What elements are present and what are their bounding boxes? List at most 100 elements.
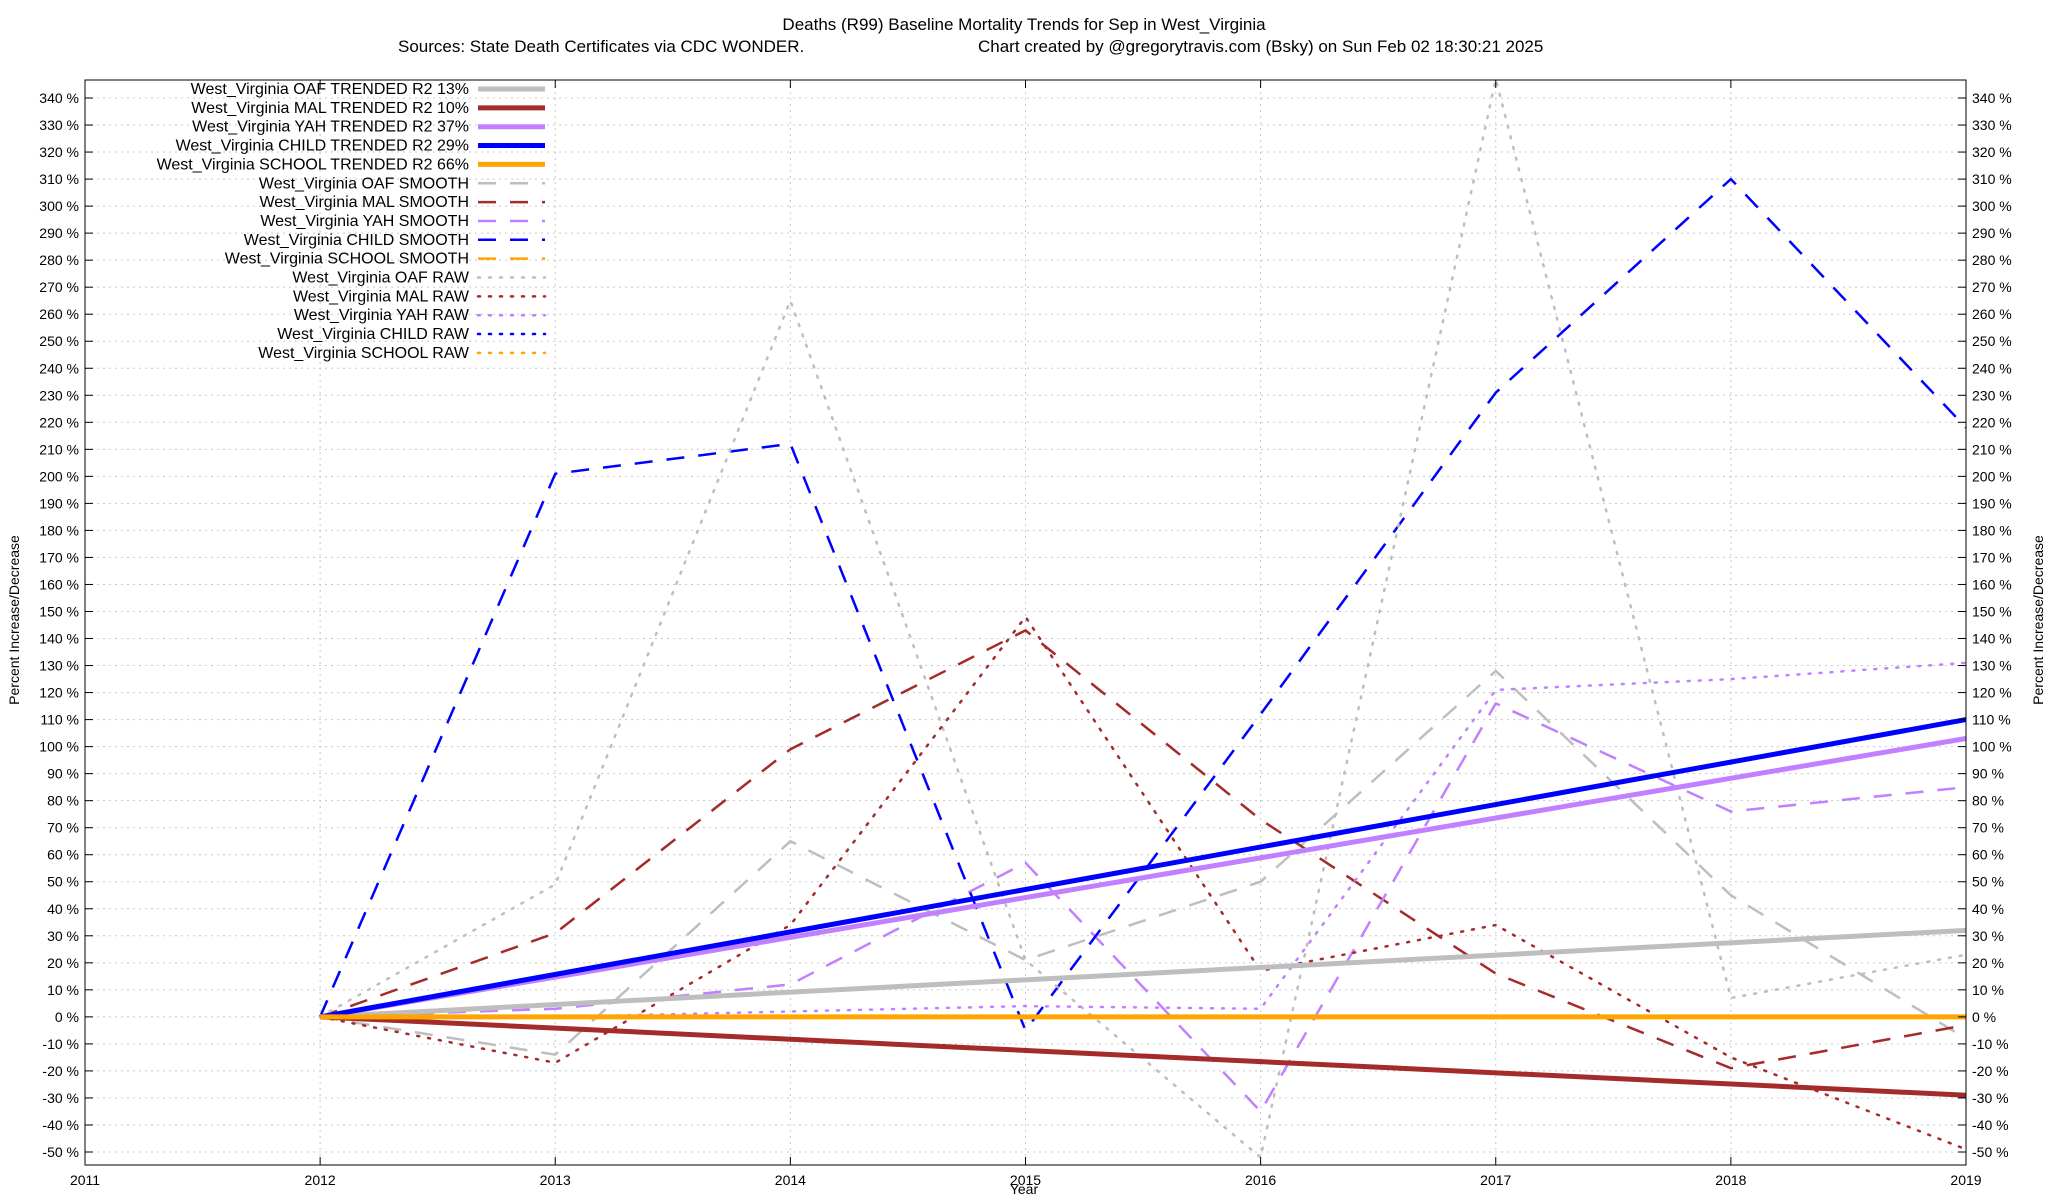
series-line-west-virginia-oaf-raw	[318, 77, 1968, 1159]
y-tick-label-left: 180 %	[39, 522, 79, 538]
chart-title: Deaths (R99) Baseline Mortality Trends f…	[782, 15, 1266, 34]
y-axis-label-right: Percent Increase/Decrease	[2030, 535, 2046, 705]
y-tick-label-right: 140 %	[1972, 631, 2012, 647]
x-tick-label: 2014	[775, 1172, 806, 1188]
legend-label: West_Virginia YAH TRENDED R2 37%	[192, 119, 469, 136]
x-tick-label: 2013	[540, 1172, 571, 1188]
y-tick-label-left: 10 %	[47, 982, 79, 998]
y-tick-label-left: 200 %	[39, 468, 79, 484]
y-tick-label-left: 40 %	[47, 901, 79, 917]
y-tick-label-left: 250 %	[39, 333, 79, 349]
y-tick-label-right: 230 %	[1972, 387, 2012, 403]
y-tick-label-left: 240 %	[39, 360, 79, 376]
y-tick-label-left: 270 %	[39, 279, 79, 295]
y-tick-label-right: 320 %	[1972, 144, 2012, 160]
x-tick-label: 2016	[1245, 1172, 1276, 1188]
y-tick-label-right: 250 %	[1972, 333, 2012, 349]
y-tick-label-right: 200 %	[1972, 468, 2012, 484]
y-tick-label-right: -40 %	[1972, 1117, 2009, 1133]
y-tick-label-right: 210 %	[1972, 441, 2012, 457]
y-tick-label-right: 290 %	[1972, 225, 2012, 241]
x-axis-label: Year	[1010, 1181, 1039, 1197]
legend-label: West_Virginia SCHOOL SMOOTH	[225, 251, 469, 268]
series-line-west-virginia-child-trended-r2-29	[319, 717, 1967, 1020]
x-tick-label: 2012	[305, 1172, 336, 1188]
y-tick-label-right: 340 %	[1972, 90, 2012, 106]
y-tick-label-right: 160 %	[1972, 576, 2012, 592]
y-tick-label-right: -10 %	[1972, 1036, 2009, 1052]
plot-area	[318, 77, 1968, 1159]
y-tick-label-right: 150 %	[1972, 603, 2012, 619]
y-tick-label-right: 270 %	[1972, 279, 2012, 295]
x-tick-label: 2017	[1480, 1172, 1511, 1188]
y-tick-label-right: 110 %	[1972, 712, 2011, 728]
y-tick-label-left: 230 %	[39, 387, 79, 403]
y-tick-label-right: 330 %	[1972, 117, 2012, 133]
y-tick-label-right: 120 %	[1972, 685, 2012, 701]
y-tick-label-right: 240 %	[1972, 360, 2012, 376]
legend-label: West_Virginia MAL RAW	[293, 288, 470, 305]
y-tick-label-left: 280 %	[39, 252, 79, 268]
y-tick-label-left: 0 %	[55, 1009, 79, 1025]
y-tick-label-right: 10 %	[1972, 982, 2004, 998]
y-tick-label-right: 40 %	[1972, 901, 2004, 917]
legend-label: West_Virginia OAF SMOOTH	[259, 175, 469, 192]
legend-label: West_Virginia CHILD TRENDED R2 29%	[176, 138, 469, 155]
legend-label: West_Virginia YAH SMOOTH	[260, 213, 469, 230]
y-tick-label-right: 60 %	[1972, 847, 2004, 863]
y-tick-label-left: -10 %	[42, 1036, 79, 1052]
y-tick-label-left: 130 %	[39, 658, 79, 674]
y-tick-label-left: -40 %	[42, 1117, 79, 1133]
y-tick-label-left: 120 %	[39, 685, 79, 701]
y-tick-label-right: 70 %	[1972, 820, 2004, 836]
y-tick-label-right: 80 %	[1972, 793, 2004, 809]
y-tick-label-right: 100 %	[1972, 739, 2012, 755]
chart-subtitle-sources: Sources: State Death Certificates via CD…	[398, 37, 804, 56]
y-tick-label-left: 100 %	[39, 739, 79, 755]
x-tick-label: 2015	[1010, 1172, 1041, 1188]
y-axis-label-left: Percent Increase/Decrease	[6, 535, 22, 705]
y-tick-label-left: 310 %	[39, 171, 79, 187]
legend: West_Virginia OAF TRENDED R2 13% West_Vir…	[157, 81, 547, 362]
series-line-west-virginia-mal-trended-r2-10	[319, 1014, 1967, 1098]
y-tick-label-right: 190 %	[1972, 495, 2012, 511]
y-tick-label-right: 170 %	[1972, 549, 2012, 565]
y-tick-label-left: 290 %	[39, 225, 79, 241]
y-tick-label-right: -30 %	[1972, 1090, 2009, 1106]
series-line-west-virginia-yah-trended-r2-37	[319, 736, 1967, 1020]
legend-label: West_Virginia SCHOOL RAW	[258, 345, 470, 362]
legend-label: West_Virginia MAL SMOOTH	[259, 194, 469, 211]
y-tick-label-left: 170 %	[39, 549, 79, 565]
y-tick-label-right: 180 %	[1972, 522, 2012, 538]
y-tick-label-left: 340 %	[39, 90, 79, 106]
series-line-west-virginia-oaf-trended-r2-13	[319, 927, 1967, 1020]
y-tick-label-left: 70 %	[47, 820, 79, 836]
legend-label: West_Virginia OAF TRENDED R2 13%	[191, 81, 469, 98]
y-tick-label-right: 130 %	[1972, 658, 2012, 674]
series-line-west-virginia-child-smooth	[318, 177, 1967, 1032]
series-line-west-virginia-yah-smooth	[320, 702, 1967, 1113]
y-tick-label-right: 0 %	[1972, 1009, 1996, 1025]
y-tick-label-left: 90 %	[47, 766, 79, 782]
y-tick-label-left: 320 %	[39, 144, 79, 160]
y-tick-label-right: 220 %	[1972, 414, 2012, 430]
y-tick-label-left: 220 %	[39, 414, 79, 430]
chart-subtitle-credit: Chart created by @gregorytravis.com (Bsk…	[978, 37, 1543, 56]
x-tick-label: 2019	[1950, 1172, 1981, 1188]
legend-label: West_Virginia OAF RAW	[292, 270, 470, 287]
axis-ticks: -50 % -50 % -40 % -40 % -30 % -30 % -20 % -20 %…	[39, 80, 2012, 1188]
y-tick-label-left: -30 %	[42, 1090, 79, 1106]
legend-label: West_Virginia SCHOOL TRENDED R2 66%	[157, 156, 469, 173]
y-tick-label-left: 110 %	[40, 712, 79, 728]
y-tick-label-right: 20 %	[1972, 955, 2004, 971]
series-line-west-virginia-yah-raw	[318, 661, 1968, 1019]
y-tick-label-left: 300 %	[39, 198, 79, 214]
y-tick-label-left: 260 %	[39, 306, 79, 322]
y-tick-label-left: 60 %	[47, 847, 79, 863]
legend-label: West_Virginia CHILD SMOOTH	[244, 232, 469, 249]
y-tick-label-left: -20 %	[42, 1063, 79, 1079]
series-line-west-virginia-mal-raw	[318, 615, 1968, 1151]
y-tick-label-right: 90 %	[1972, 766, 2004, 782]
y-tick-label-right: -50 %	[1972, 1144, 2009, 1160]
y-tick-label-left: 50 %	[47, 874, 79, 890]
